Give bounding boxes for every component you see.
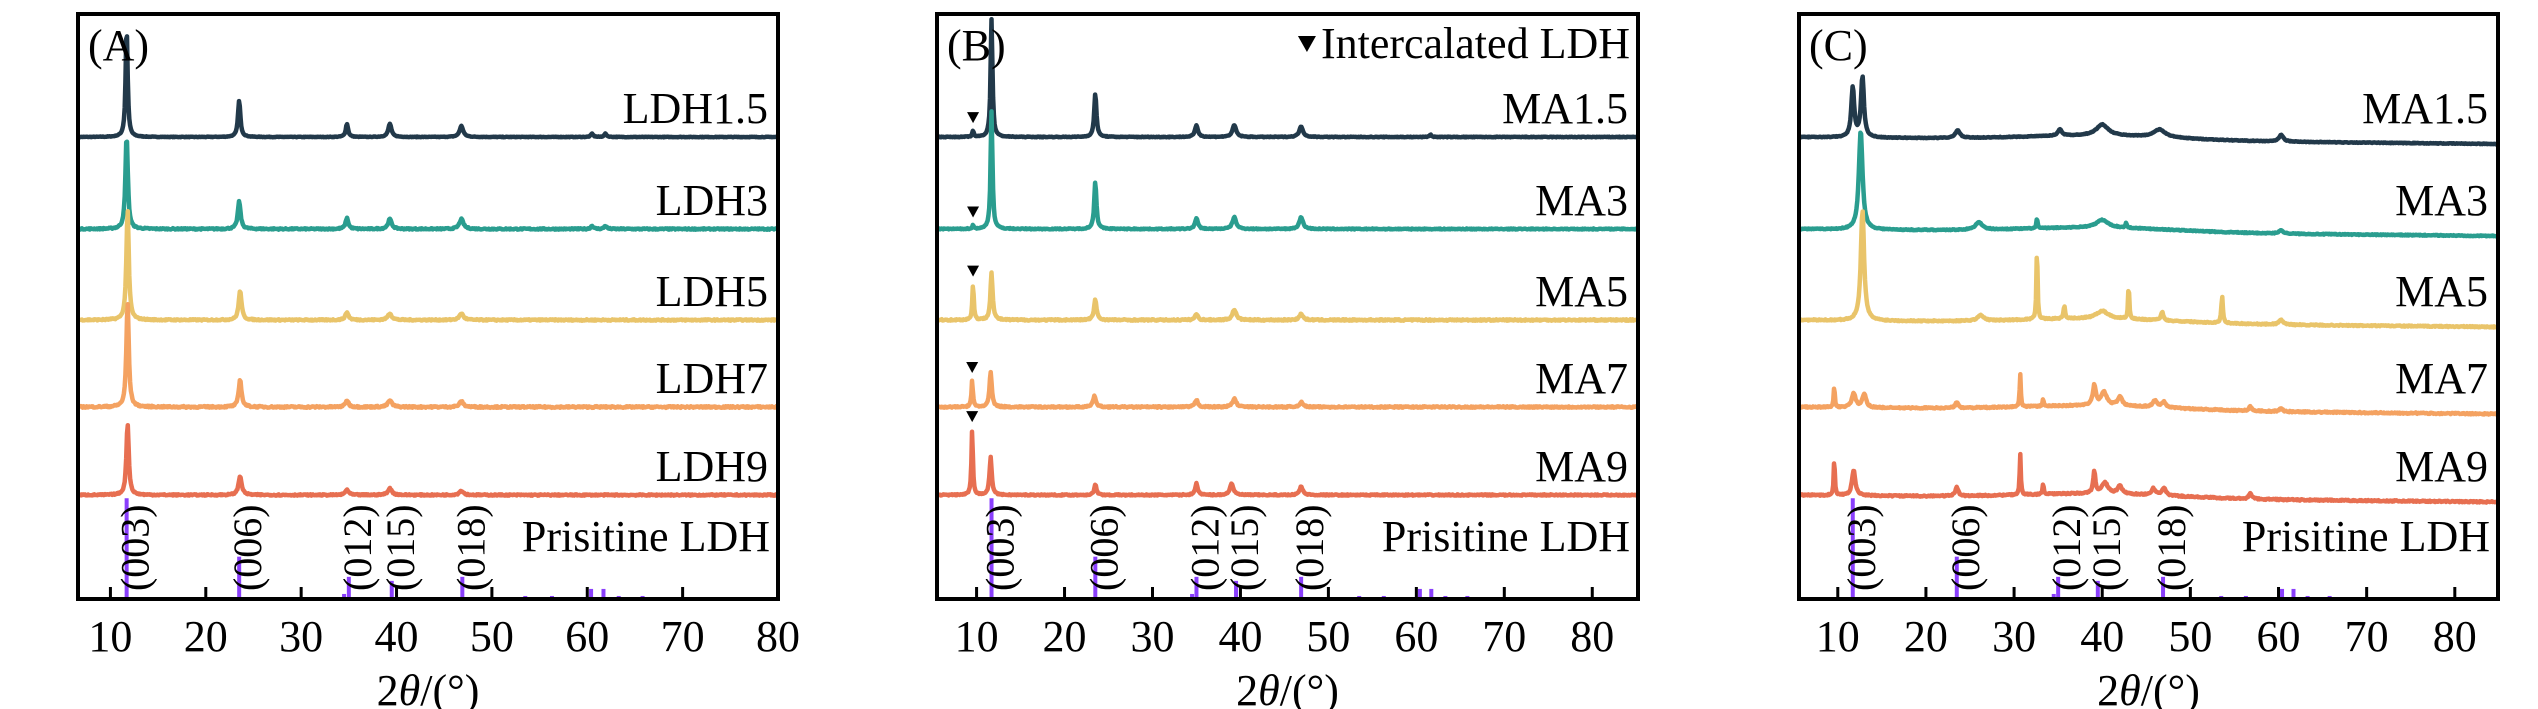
x-tick-label: 70 <box>2345 612 2389 661</box>
x-tick-label: 30 <box>279 612 323 661</box>
legend-text: Intercalated LDH <box>1321 19 1630 68</box>
hkl-label: (015) <box>1222 504 1267 591</box>
x-tick-label: 10 <box>1816 612 1860 661</box>
trace-ma1-5 <box>935 16 1640 140</box>
trace-ldh1-5 <box>76 34 780 140</box>
x-tick-label: 20 <box>184 612 228 661</box>
trace-ma3 <box>935 109 1640 232</box>
plot-frame <box>76 12 780 601</box>
reference-label: Prisitine LDH <box>2242 512 2490 561</box>
trace-ldh5 <box>76 208 780 323</box>
trace-ma9 <box>935 429 1640 498</box>
x-axis-label: 2θ/(°) <box>377 666 480 709</box>
hkl-label: (018) <box>2149 504 2194 591</box>
x-tick-label: 30 <box>1130 612 1174 661</box>
intercalated-marker <box>966 362 979 374</box>
series-label: MA5 <box>1535 267 1628 316</box>
hkl-label: (012) <box>2044 504 2089 591</box>
x-axis-label: 2θ/(°) <box>2097 666 2200 709</box>
x-tick-label: 60 <box>2257 612 2301 661</box>
hkl-label: (015) <box>378 504 423 591</box>
trace-ldh3 <box>76 139 780 232</box>
trace-ldh7 <box>76 301 780 411</box>
panel-label: (B) <box>947 21 1006 70</box>
hkl-label: (006) <box>1943 504 1988 591</box>
reference-label: Prisitine LDH <box>522 512 770 561</box>
x-tick-label: 10 <box>88 612 132 661</box>
series-label: LDH1.5 <box>623 84 768 133</box>
trace-ma1-5 <box>1797 74 2500 147</box>
x-tick-label: 60 <box>565 612 609 661</box>
hkl-label: (018) <box>448 504 493 591</box>
panel-label: (C) <box>1809 21 1868 70</box>
x-tick-label: 50 <box>1306 612 1350 661</box>
x-tick-label: 70 <box>1482 612 1526 661</box>
hkl-label: (012) <box>335 504 380 591</box>
hkl-label: (003) <box>1839 504 1884 591</box>
x-tick-label: 70 <box>661 612 705 661</box>
plot-frame <box>1797 12 2500 601</box>
intercalated-marker <box>967 112 980 124</box>
panel-c: MA1.5 MA3 MA5 MA7 MA9 (003) (006) (012)(015) (01… <box>1797 12 2500 709</box>
x-tick-label: 30 <box>1992 612 2036 661</box>
panel-b: MA1.5 MA3 MA5 MA7 MA9 (003) (006) (012)(015) (01… <box>935 12 1640 709</box>
trace-ma5 <box>935 270 1640 323</box>
intercalated-marker <box>967 265 980 277</box>
x-tick-label: 60 <box>1394 612 1438 661</box>
series-label: MA3 <box>1535 176 1628 225</box>
series-label: MA9 <box>1535 442 1628 491</box>
series-label: MA9 <box>2395 442 2488 491</box>
x-axis-label: 2θ/(°) <box>1236 666 1339 709</box>
legend-marker-icon <box>1297 36 1316 52</box>
x-tick-label: 80 <box>756 612 800 661</box>
series-label: MA5 <box>2395 267 2488 316</box>
x-tick-label: 40 <box>2080 612 2124 661</box>
series-label: LDH9 <box>656 442 768 491</box>
hkl-label: (015) <box>2084 504 2129 591</box>
x-tick-label: 50 <box>470 612 514 661</box>
panel-label: (A) <box>88 21 149 70</box>
trace-ma5 <box>1797 209 2500 330</box>
series-label: MA1.5 <box>2362 84 2488 133</box>
series-label: MA7 <box>1535 354 1628 403</box>
plot-frame <box>935 12 1640 601</box>
series-label: LDH7 <box>656 354 768 403</box>
x-tick-label: 80 <box>2433 612 2477 661</box>
series-label: LDH3 <box>656 176 768 225</box>
series-label: MA7 <box>2395 354 2488 403</box>
trace-ma7 <box>935 369 1640 410</box>
trace-ma3 <box>1797 130 2500 239</box>
hkl-label: (006) <box>1081 504 1126 591</box>
trace-ldh9 <box>76 422 780 498</box>
series-label: MA1.5 <box>1502 84 1628 133</box>
hkl-label: (003) <box>113 504 158 591</box>
series-label: MA3 <box>2395 176 2488 225</box>
x-tick-label: 50 <box>2168 612 2212 661</box>
series-label: LDH5 <box>656 267 768 316</box>
hkl-label: (006) <box>225 504 270 591</box>
hkl-label: (018) <box>1287 504 1332 591</box>
legend: Intercalated LDH <box>1297 19 1630 68</box>
hkl-label: (012) <box>1182 504 1227 591</box>
x-tick-label: 80 <box>1570 612 1614 661</box>
intercalated-marker <box>967 206 980 218</box>
x-tick-label: 10 <box>955 612 999 661</box>
x-tick-label: 40 <box>1218 612 1262 661</box>
x-tick-label: 20 <box>1904 612 1948 661</box>
x-tick-label: 20 <box>1043 612 1087 661</box>
hkl-label: (003) <box>978 504 1023 591</box>
reference-label: Prisitine LDH <box>1382 512 1630 561</box>
x-tick-label: 40 <box>375 612 419 661</box>
trace-ma7 <box>1797 372 2500 417</box>
intercalated-marker <box>966 411 979 423</box>
trace-ma9 <box>1797 451 2500 505</box>
